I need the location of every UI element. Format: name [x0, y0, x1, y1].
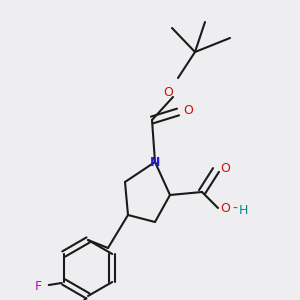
Text: O: O [220, 202, 230, 214]
Text: O: O [183, 103, 193, 116]
Text: -: - [232, 202, 237, 216]
Text: O: O [220, 161, 230, 175]
Text: O: O [163, 85, 173, 98]
Text: H: H [239, 203, 248, 217]
Text: F: F [35, 280, 42, 293]
Text: N: N [150, 155, 160, 169]
